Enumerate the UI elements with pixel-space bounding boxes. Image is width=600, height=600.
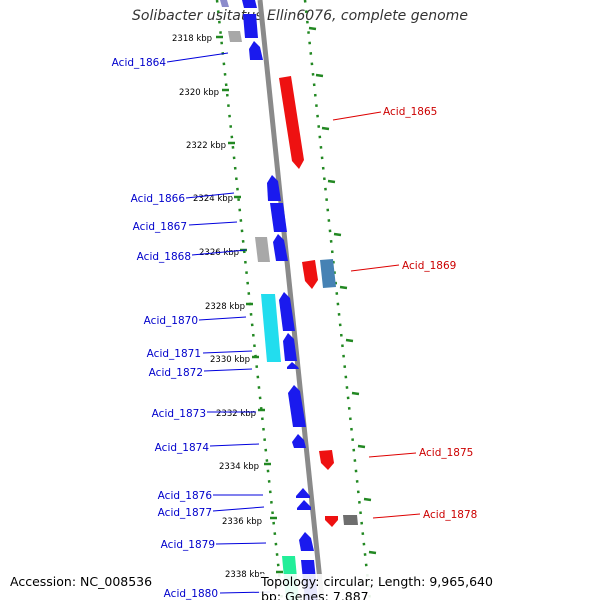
gene-label[interactable]: Acid_1875 bbox=[419, 447, 473, 459]
gene-block bbox=[279, 292, 295, 331]
gene-block bbox=[279, 76, 304, 169]
inner-track-ticks bbox=[216, 35, 283, 574]
map-title: Solibacter usitatus Ellin6076, complete … bbox=[132, 8, 468, 24]
gene-block bbox=[249, 41, 263, 60]
gene-label[interactable]: Acid_1867 bbox=[133, 221, 187, 233]
gene-block bbox=[343, 515, 358, 525]
gene-block bbox=[273, 234, 288, 261]
gene-block bbox=[288, 385, 306, 427]
gene-label[interactable]: Acid_1879 bbox=[161, 539, 215, 551]
gene-block bbox=[319, 450, 334, 470]
gene-label[interactable]: Acid_1871 bbox=[147, 348, 201, 360]
gene-block bbox=[302, 260, 318, 289]
tick-label: 2324 kbp bbox=[193, 194, 233, 204]
tick-label: 2338 kbp bbox=[225, 570, 265, 580]
gene-label[interactable]: Acid_1869 bbox=[402, 260, 456, 272]
tick-labels: 2318 kbp 2320 kbp 2322 kbp 2324 kbp 2326… bbox=[172, 34, 265, 580]
gene-block bbox=[267, 175, 281, 201]
tick-label: 2318 kbp bbox=[172, 34, 212, 44]
gene-block bbox=[228, 31, 242, 42]
tick-label: 2336 kbp bbox=[222, 517, 262, 527]
topology-value: circular; bbox=[323, 574, 375, 589]
genes-label: Genes: bbox=[285, 589, 329, 600]
tick-label: 2320 kbp bbox=[179, 88, 219, 98]
gene-label[interactable]: Acid_1864 bbox=[112, 57, 167, 69]
gene-block bbox=[320, 259, 336, 288]
gene-label[interactable]: Acid_1878 bbox=[423, 509, 477, 521]
genome-backbone bbox=[257, 0, 325, 600]
right-gene-labels: Acid_1865 Acid_1869 Acid_1875 Acid_1878 bbox=[383, 106, 477, 521]
gene-block bbox=[287, 362, 299, 369]
gene-label[interactable]: Acid_1880 bbox=[164, 588, 218, 600]
gene-label[interactable]: Acid_1874 bbox=[155, 442, 210, 454]
gene-block bbox=[270, 203, 287, 232]
accession-value: NC_008536 bbox=[80, 574, 153, 589]
inner-gene-blocks bbox=[220, 0, 318, 600]
topology-label: Topology: bbox=[261, 574, 320, 589]
accession-label: Accession: bbox=[10, 574, 77, 589]
gene-block bbox=[261, 294, 281, 362]
gene-label[interactable]: Acid_1870 bbox=[144, 315, 198, 327]
gene-block bbox=[243, 14, 258, 38]
tick-label: 2328 kbp bbox=[205, 302, 245, 312]
tick-label: 2332 kbp bbox=[216, 409, 256, 419]
outer-track-ticks bbox=[308, 26, 377, 555]
gene-label[interactable]: Acid_1873 bbox=[152, 408, 206, 420]
gene-block bbox=[220, 0, 229, 7]
length-label: Length: bbox=[378, 574, 426, 589]
left-gene-labels: Acid_1864 Acid_1866 Acid_1867 Acid_1868 … bbox=[112, 57, 218, 600]
gene-block bbox=[297, 500, 311, 510]
gene-block bbox=[242, 0, 257, 8]
gene-label[interactable]: Acid_1877 bbox=[158, 507, 212, 519]
gene-block bbox=[325, 516, 338, 527]
gene-block bbox=[296, 488, 310, 498]
right-callout-lines bbox=[332, 111, 421, 519]
length-value: 9,965,640 bp; bbox=[261, 574, 493, 600]
tick-label: 2322 kbp bbox=[186, 141, 226, 151]
gene-label[interactable]: Acid_1872 bbox=[149, 367, 203, 379]
gene-block bbox=[283, 333, 297, 361]
gene-label[interactable]: Acid_1865 bbox=[383, 106, 437, 118]
genes-value: 7,887 bbox=[332, 589, 369, 600]
gene-block bbox=[255, 237, 270, 262]
tick-label: 2330 kbp bbox=[210, 355, 250, 365]
outer-gene-blocks bbox=[279, 76, 358, 527]
gene-label[interactable]: Acid_1868 bbox=[137, 251, 191, 263]
gene-label[interactable]: Acid_1866 bbox=[131, 193, 186, 205]
accession-info: Accession: NC_008536 bbox=[8, 574, 155, 589]
gene-label[interactable]: Acid_1876 bbox=[158, 490, 213, 502]
tick-label: 2334 kbp bbox=[219, 462, 259, 472]
tick-label: 2326 kbp bbox=[199, 248, 239, 258]
genome-summary: Topology: circular; Length: 9,965,640 bp; Ge… bbox=[259, 574, 600, 600]
gene-block bbox=[299, 532, 314, 551]
gene-block bbox=[292, 434, 306, 448]
